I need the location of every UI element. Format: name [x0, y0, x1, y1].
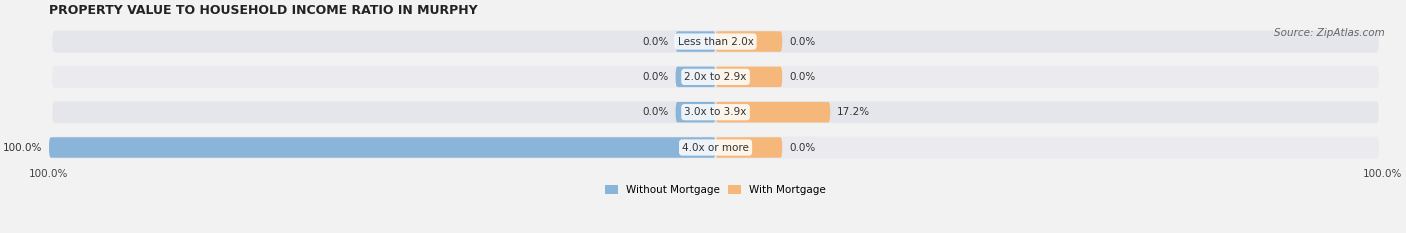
Text: Less than 2.0x: Less than 2.0x: [678, 37, 754, 47]
Text: 0.0%: 0.0%: [643, 107, 669, 117]
FancyBboxPatch shape: [716, 102, 830, 122]
Text: 2.0x to 2.9x: 2.0x to 2.9x: [685, 72, 747, 82]
Text: 100.0%: 100.0%: [1362, 169, 1402, 179]
FancyBboxPatch shape: [52, 137, 1379, 158]
Text: 4.0x or more: 4.0x or more: [682, 143, 749, 153]
Text: 100.0%: 100.0%: [3, 143, 42, 153]
Legend: Without Mortgage, With Mortgage: Without Mortgage, With Mortgage: [602, 181, 830, 199]
FancyBboxPatch shape: [716, 67, 782, 87]
Text: 0.0%: 0.0%: [789, 37, 815, 47]
Text: Source: ZipAtlas.com: Source: ZipAtlas.com: [1274, 28, 1385, 38]
Text: 0.0%: 0.0%: [643, 72, 669, 82]
Text: 100.0%: 100.0%: [30, 169, 69, 179]
Text: 17.2%: 17.2%: [837, 107, 870, 117]
Text: 3.0x to 3.9x: 3.0x to 3.9x: [685, 107, 747, 117]
Text: PROPERTY VALUE TO HOUSEHOLD INCOME RATIO IN MURPHY: PROPERTY VALUE TO HOUSEHOLD INCOME RATIO…: [49, 4, 478, 17]
Text: 0.0%: 0.0%: [643, 37, 669, 47]
FancyBboxPatch shape: [675, 31, 716, 52]
Text: 0.0%: 0.0%: [789, 143, 815, 153]
FancyBboxPatch shape: [716, 137, 782, 158]
FancyBboxPatch shape: [52, 31, 1379, 52]
FancyBboxPatch shape: [49, 137, 716, 158]
FancyBboxPatch shape: [52, 101, 1379, 123]
FancyBboxPatch shape: [675, 102, 716, 122]
Text: 0.0%: 0.0%: [789, 72, 815, 82]
FancyBboxPatch shape: [716, 31, 782, 52]
FancyBboxPatch shape: [675, 67, 716, 87]
FancyBboxPatch shape: [52, 66, 1379, 88]
